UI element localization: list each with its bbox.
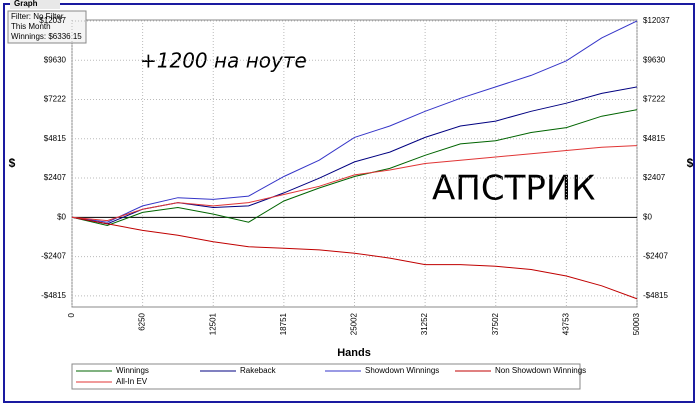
legend-label: Non Showdown Winnings — [495, 366, 586, 375]
annotation: АПСТРИК — [432, 169, 595, 209]
y2-tick-label: $7222 — [643, 95, 666, 104]
y2-tick-label: $2407 — [643, 173, 666, 182]
y-tick-label: $2407 — [44, 173, 67, 182]
x-tick-label: 18751 — [279, 312, 288, 335]
filter-text: Filter: No Filter — [11, 12, 64, 21]
y-tick-label: -$2407 — [41, 252, 66, 261]
x-tick-label: 31252 — [420, 312, 429, 335]
y-tick-label: $12037 — [39, 16, 66, 25]
series-line — [71, 20, 638, 223]
y-axis-title: $ — [9, 156, 16, 170]
x-tick-label: 12501 — [208, 312, 217, 335]
legend — [71, 363, 581, 390]
y-tick-label: $0 — [57, 212, 66, 221]
y2-tick-label: $9630 — [643, 55, 666, 64]
y-tick-label: $7222 — [44, 95, 67, 104]
filter-text: This Month — [11, 22, 51, 31]
tab[interactable] — [10, 0, 60, 9]
x-tick-label: 43753 — [561, 312, 570, 335]
x-tick-label: 6250 — [138, 312, 147, 330]
series-line — [71, 109, 638, 227]
x-tick-label: 0 — [67, 312, 76, 317]
series-line — [71, 145, 638, 222]
x-tick-label: 37502 — [491, 312, 500, 335]
legend-label: Showdown Winnings — [365, 366, 439, 375]
legend-label: Rakeback — [240, 366, 277, 375]
y2-tick-label: $4815 — [643, 134, 666, 143]
y-tick-label: $9630 — [44, 55, 67, 64]
y2-tick-label: -$2407 — [643, 252, 668, 261]
y-tick-label: $4815 — [44, 134, 67, 143]
legend-label: Winnings — [116, 366, 149, 375]
legend-label: All-In EV — [116, 377, 148, 386]
filter-box — [7, 10, 87, 44]
y2-tick-label: -$4815 — [643, 291, 668, 300]
x-axis-title: Hands — [337, 347, 371, 359]
y-tick-label: -$4815 — [41, 291, 66, 300]
x-tick-label: 50003 — [632, 312, 641, 335]
tab-label[interactable]: Graph — [14, 0, 38, 8]
series-line — [71, 216, 638, 300]
x-tick-label: 25002 — [350, 312, 359, 335]
y2-axis-title: $ — [687, 156, 694, 170]
plot-area — [71, 19, 638, 308]
y2-tick-label: $12037 — [643, 16, 670, 25]
hand-border — [3, 3, 695, 403]
filter-text: Winnings: $6336.15 — [11, 32, 82, 41]
y2-tick-label: $0 — [643, 212, 652, 221]
